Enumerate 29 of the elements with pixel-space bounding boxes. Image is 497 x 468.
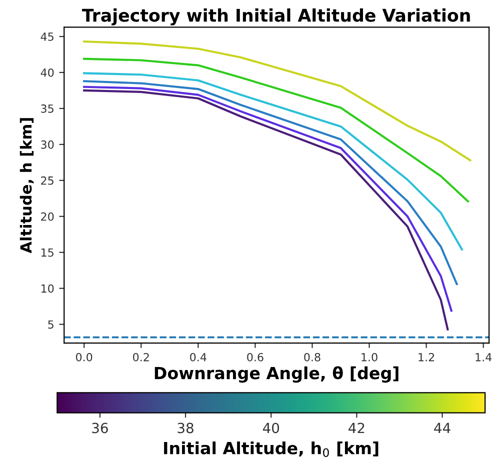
color-bar-title: Initial Altitude, h$_{0}$ [km]	[164, 441, 378, 458]
color-bar-label: 44	[434, 422, 450, 434]
x-tick-label: 1.0	[362, 352, 378, 362]
y-tick-label: 30	[41, 140, 54, 149]
x-tick-label: 0.2	[133, 352, 149, 362]
y-tick-label: 40	[40, 68, 54, 77]
x-tick-label: 0.0	[76, 352, 92, 362]
line-series	[83, 40, 472, 162]
color-bar-label: 40	[262, 422, 280, 434]
y-tick-label: 15	[41, 248, 54, 257]
y-tick-label: 35	[41, 104, 54, 113]
y-tick-label: 20	[41, 212, 54, 221]
x-tick-label: 1.2	[418, 352, 434, 362]
color-bar-label: 38	[178, 422, 194, 434]
line-series	[83, 72, 463, 251]
y-tick-label: 10	[41, 284, 54, 293]
color-bar-label: 42	[348, 422, 364, 434]
x-tick-label: 1.4	[476, 353, 492, 362]
y-tick-label: 25	[41, 176, 54, 185]
x-axis-title: Downrange Angle, θ [deg]	[154, 366, 398, 383]
x-tick-label: 0.6	[247, 352, 264, 362]
x-tick-label: 0.8	[304, 352, 320, 362]
y-axis-title: Altitude, h [km]	[20, 118, 34, 254]
color-bar-label: 36	[92, 422, 108, 434]
line-series	[83, 58, 469, 202]
y-tick-label: 45	[40, 32, 54, 41]
y-tick-label: 5	[48, 320, 54, 329]
chart-title: Trajectory with Initial Altitude Variation	[82, 8, 470, 26]
x-tick-label: 0.4	[190, 352, 206, 362]
